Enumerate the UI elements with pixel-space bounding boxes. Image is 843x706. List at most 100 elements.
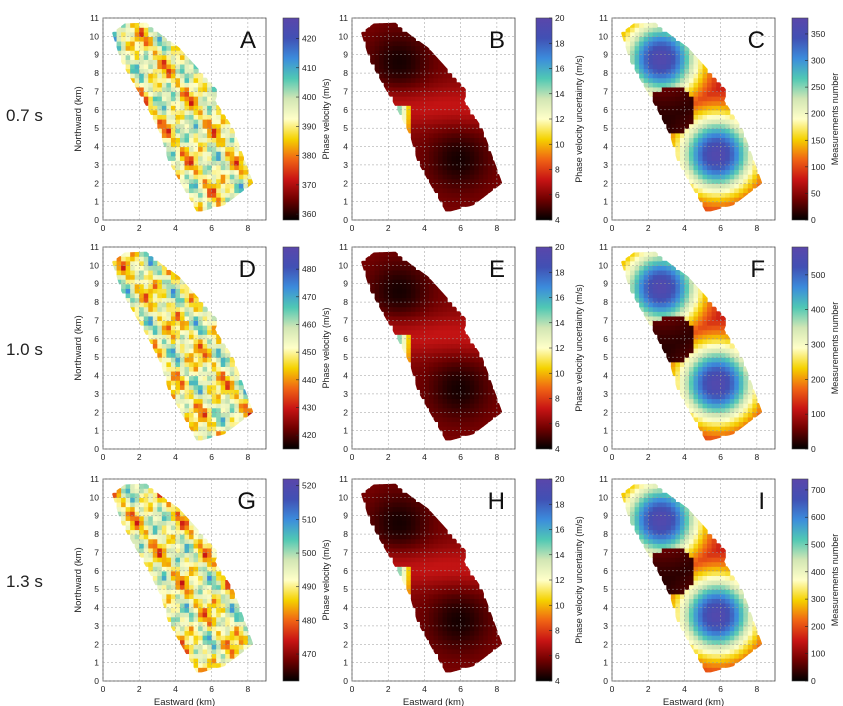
heatmap-cell bbox=[184, 155, 190, 161]
heatmap-cell bbox=[202, 607, 208, 613]
colorbar-tick-label: 14 bbox=[555, 89, 565, 99]
heatmap-cell bbox=[406, 123, 412, 129]
heatmap-cell bbox=[202, 384, 208, 390]
heatmap-cell bbox=[175, 146, 181, 152]
heatmap-cell bbox=[639, 288, 645, 294]
heatmap-cell bbox=[189, 538, 195, 544]
heatmap-cell bbox=[688, 123, 695, 129]
heatmap-cell bbox=[447, 169, 453, 175]
heatmap-cell bbox=[379, 497, 385, 503]
y-tick-label: 3 bbox=[94, 160, 99, 170]
heatmap-cell bbox=[170, 114, 177, 120]
heatmap-cell bbox=[734, 169, 740, 175]
heatmap-cell bbox=[734, 389, 740, 395]
heatmap-cell bbox=[675, 40, 681, 47]
heatmap-cell bbox=[401, 497, 407, 503]
heatmap-cell bbox=[625, 269, 631, 276]
heatmap-cell bbox=[460, 109, 466, 116]
heatmap-cell bbox=[743, 375, 749, 381]
heatmap-cell bbox=[152, 91, 158, 97]
heatmap-cell bbox=[707, 384, 713, 390]
heatmap-cell bbox=[707, 187, 713, 194]
heatmap-cell bbox=[666, 91, 672, 97]
heatmap-cell bbox=[112, 492, 118, 498]
heatmap-cell bbox=[707, 91, 713, 97]
heatmap-cell bbox=[465, 361, 471, 367]
heatmap-cell bbox=[211, 86, 217, 93]
heatmap-cell bbox=[428, 384, 435, 390]
heatmap-cell bbox=[419, 40, 426, 47]
heatmap-cell bbox=[734, 380, 740, 386]
heatmap-cell bbox=[675, 86, 681, 93]
heatmap-cell bbox=[648, 63, 654, 70]
heatmap-cell bbox=[175, 524, 181, 531]
heatmap-cell bbox=[720, 160, 726, 166]
heatmap-cell bbox=[670, 338, 676, 345]
heatmap-cell bbox=[415, 584, 421, 590]
heatmap-cell bbox=[688, 132, 695, 138]
heatmap-cell bbox=[388, 31, 394, 37]
heatmap-cell bbox=[675, 357, 681, 363]
heatmap-cell bbox=[148, 488, 154, 494]
heatmap-cell bbox=[447, 435, 453, 441]
heatmap-cell bbox=[469, 187, 475, 194]
y-tick-label: 11 bbox=[339, 242, 348, 252]
heatmap-cell bbox=[648, 256, 654, 262]
heatmap-cell bbox=[388, 538, 394, 544]
heatmap-cell bbox=[725, 421, 731, 427]
heatmap-cell bbox=[216, 575, 222, 581]
heatmap-cell bbox=[684, 86, 690, 93]
heatmap-cell bbox=[419, 552, 426, 558]
heatmap-cell bbox=[716, 338, 722, 345]
heatmap-cell bbox=[415, 59, 421, 65]
heatmap-cell bbox=[442, 174, 448, 180]
heatmap-cell bbox=[193, 63, 199, 70]
y-tick-label: 2 bbox=[343, 178, 348, 188]
heatmap-cell bbox=[406, 265, 412, 271]
heatmap-cell bbox=[698, 105, 704, 111]
heatmap-cell bbox=[161, 311, 167, 317]
heatmap-cell bbox=[478, 146, 484, 152]
heatmap-cell bbox=[702, 412, 708, 418]
heatmap-cell bbox=[397, 86, 403, 93]
heatmap-cell bbox=[189, 338, 195, 345]
heatmap-cell bbox=[179, 315, 186, 322]
heatmap-cell bbox=[442, 430, 448, 436]
heatmap-cell bbox=[483, 178, 489, 184]
heatmap-cell bbox=[747, 155, 753, 161]
heatmap-cell bbox=[211, 105, 217, 111]
heatmap-cell bbox=[161, 584, 167, 590]
heatmap-cell bbox=[415, 366, 421, 372]
heatmap-cell bbox=[442, 197, 448, 203]
panel-c: 0 2 4 6 801234567891011C05010015020025030035… bbox=[599, 13, 840, 233]
heatmap-cell bbox=[225, 192, 231, 198]
heatmap-cell bbox=[679, 380, 686, 386]
heatmap-cell bbox=[487, 403, 493, 409]
heatmap-cell bbox=[207, 602, 213, 609]
heatmap-cell bbox=[707, 197, 713, 203]
heatmap-cell bbox=[125, 520, 131, 526]
heatmap-cell bbox=[460, 192, 466, 198]
heatmap-cell bbox=[189, 598, 195, 604]
heatmap-cell bbox=[193, 616, 199, 622]
heatmap-cell bbox=[152, 524, 158, 531]
heatmap-cell bbox=[175, 105, 181, 111]
heatmap-cell bbox=[487, 412, 493, 418]
heatmap-cell bbox=[198, 77, 204, 83]
heatmap-cell bbox=[193, 132, 199, 138]
heatmap-cell bbox=[401, 68, 407, 74]
heatmap-cell bbox=[711, 132, 717, 138]
heatmap-cell bbox=[410, 297, 416, 303]
heatmap-cell bbox=[661, 54, 667, 60]
heatmap-cell bbox=[684, 329, 690, 335]
heatmap-cell bbox=[175, 109, 181, 116]
heatmap-cell bbox=[460, 334, 466, 340]
heatmap-cell bbox=[397, 50, 403, 56]
heatmap-cell bbox=[410, 361, 416, 367]
heatmap-cell bbox=[234, 403, 240, 409]
heatmap-cell bbox=[220, 398, 226, 404]
heatmap-cell bbox=[198, 538, 204, 544]
heatmap-cell bbox=[474, 403, 480, 409]
heatmap-cell bbox=[630, 256, 636, 262]
